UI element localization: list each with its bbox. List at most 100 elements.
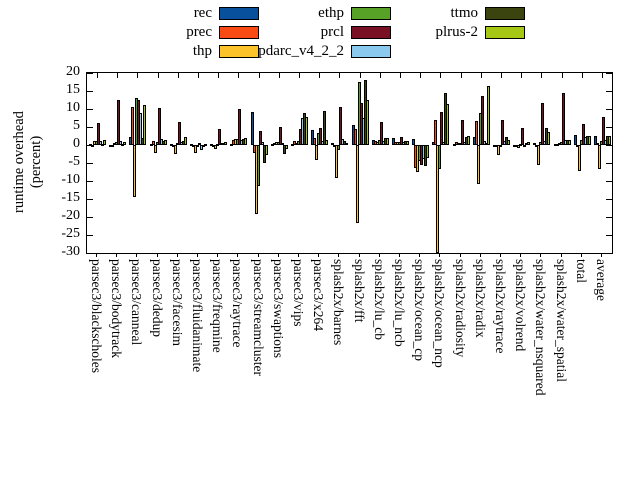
x-tick-bottom-splash2x/radiosity (459, 253, 461, 257)
bar-prcl-parsec3/fluidanimate (198, 142, 202, 145)
x-category-label-splash2x/water_spatial: splash2x/water_spatial (553, 259, 569, 382)
legend-entry-prcl: prcl (230, 23, 391, 42)
y-tick-left-20 (87, 73, 93, 74)
bar-rec-total (573, 134, 577, 145)
bar-plrus-2-splash2x/radix (486, 85, 490, 145)
x-tick-bottom-splash2x/water_spatial (560, 253, 562, 257)
x-tick-bottom-splash2x/barnes (338, 253, 340, 257)
x-tick-top-splash2x/ocean_ncp (440, 73, 442, 78)
bar-rec-parsec3/fluidanimate (190, 143, 194, 146)
x-category-label-parsec3/bodytrack: parsec3/bodytrack (109, 259, 125, 358)
x-tick-bottom-parsec3/fluidanimate (197, 253, 199, 257)
bar-prcl-splash2x/radix (480, 96, 484, 145)
bar-ttmo-parsec3/x264 (323, 111, 327, 145)
x-tick-bottom-parsec3/streamcluster (257, 253, 259, 257)
x-tick-top-splash2x/ocean_cp (420, 73, 422, 78)
x-tick-top-average (601, 73, 603, 78)
x-category-label-splash2x/lu_ncb: splash2x/lu_ncb (391, 259, 407, 347)
x-tick-top-splash2x/lu_cb (379, 73, 381, 78)
y-tick-label-5: 5 (73, 118, 80, 133)
legend-swatch-prec (219, 26, 259, 39)
bar-rec-parsec3/streamcluster (250, 111, 254, 145)
y-tick-label--5: -5 (68, 154, 80, 169)
bar-thp-splash2x/raytrace (496, 145, 500, 156)
x-tick-bottom-parsec3/blackscholes (96, 253, 98, 257)
bar-prec-splash2x/radix (474, 120, 478, 145)
legend-swatch-prcl (351, 26, 391, 39)
legend-label: ethp (318, 5, 344, 21)
bar-prcl-parsec3/bodytrack (117, 100, 121, 145)
x-category-label-parsec3/freqmine: parsec3/freqmine (210, 259, 226, 353)
x-category-label-splash2x/volrend: splash2x/volrend (513, 259, 529, 352)
x-category-label-splash2x/ocean_ncp: splash2x/ocean_ncp (432, 259, 448, 368)
legend-label: ttmo (450, 5, 478, 21)
bar-plrus-2-splash2x/volrend (527, 141, 531, 145)
bar-thp-parsec3/x264 (315, 145, 319, 161)
bar-prcl-splash2x/lu_cb (379, 121, 383, 145)
x-category-label-parsec3/x264: parsec3/x264 (311, 259, 327, 331)
x-tick-top-parsec3/streamcluster (258, 73, 260, 78)
bar-prec-parsec3/x264 (313, 137, 317, 145)
bar-ttmo-parsec3/swaptions (282, 145, 286, 155)
x-tick-bottom-splash2x/volrend (520, 253, 522, 257)
x-tick-top-parsec3/canneal (137, 73, 139, 78)
x-tick-top-parsec3/fluidanimate (198, 73, 200, 78)
legend-swatch-thp (219, 45, 259, 58)
x-tick-top-splash2x/fft (359, 73, 361, 78)
x-tick-bottom-parsec3/raytrace (237, 253, 239, 257)
bar-thp-splash2x/fft (355, 145, 359, 223)
y-tick-right--30 (606, 253, 612, 254)
bar-plrus-2-parsec3/swaptions (284, 145, 288, 149)
bar-thp-splash2x/barnes (335, 145, 339, 178)
x-tick-bottom-parsec3/canneal (136, 253, 138, 257)
y-tick-label--25: -25 (61, 226, 80, 241)
x-tick-top-splash2x/barnes (339, 73, 341, 78)
bar-plrus-2-splash2x/lu_ncb (405, 141, 409, 145)
x-tick-bottom-parsec3/bodytrack (116, 253, 118, 257)
x-tick-top-total (581, 73, 583, 78)
bar-plrus-2-parsec3/fluidanimate (204, 143, 208, 146)
y-axis-title-line1: runtime overhead (11, 111, 27, 213)
bar-prcl-splash2x/volrend (521, 128, 525, 145)
x-category-label-splash2x/radix: splash2x/radix (472, 259, 488, 338)
y-tick-label--10: -10 (61, 172, 80, 187)
x-category-label-total: total (573, 259, 589, 283)
x-tick-top-splash2x/water_nsquared (541, 73, 543, 78)
y-tick-left-0 (87, 145, 93, 146)
x-category-label-splash2x/barnes: splash2x/barnes (331, 259, 347, 346)
y-tick-right-20 (606, 73, 612, 74)
legend-label: pdarc_v4_2_2 (258, 43, 344, 59)
x-tick-top-parsec3/x264 (319, 73, 321, 78)
y-tick-right--10 (606, 181, 612, 182)
x-tick-bottom-splash2x/lu_ncb (398, 253, 400, 257)
y-tick-left-5 (87, 127, 93, 128)
bar-plrus-2-splash2x/ocean_cp (426, 145, 430, 158)
bar-rec-parsec3/raytrace (230, 144, 234, 146)
bar-prcl-splash2x/ocean_ncp (440, 111, 444, 145)
bar-plrus-2-splash2x/radiosity (466, 135, 470, 145)
y-tick-left-15 (87, 91, 93, 92)
x-tick-bottom-splash2x/radix (479, 253, 481, 257)
y-tick-label-10: 10 (66, 100, 80, 115)
x-category-label-parsec3/facesim: parsec3/facesim (169, 259, 185, 346)
x-category-label-parsec3/streamcluster: parsec3/streamcluster (250, 259, 266, 376)
legend-label: thp (192, 43, 212, 59)
x-category-label-parsec3/blackscholes: parsec3/blackscholes (89, 259, 105, 373)
legend-entry-plrus-2: plrus-2 (370, 23, 525, 42)
bar-thp-parsec3/facesim (173, 145, 177, 155)
legend-swatch-pdarc_v4_2_2 (351, 45, 391, 58)
y-tick-label--20: -20 (61, 208, 80, 223)
x-tick-top-parsec3/dedup (157, 73, 159, 78)
bar-prcl-splash2x/water_nsquared (541, 102, 545, 145)
bar-prec-parsec3/dedup (151, 141, 155, 145)
bar-prcl-parsec3/raytrace (238, 109, 242, 145)
y-tick-right--25 (606, 235, 612, 236)
bar-thp-parsec3/canneal (133, 145, 137, 198)
x-category-label-splash2x/radiosity: splash2x/radiosity (452, 259, 468, 358)
legend-swatch-rec (219, 7, 259, 20)
bar-rec-parsec3/freqmine (210, 143, 214, 146)
bar-prcl-parsec3/facesim (177, 121, 181, 145)
bar-rec-splash2x/lu_ncb (391, 137, 395, 145)
y-tick-left--5 (87, 163, 93, 164)
